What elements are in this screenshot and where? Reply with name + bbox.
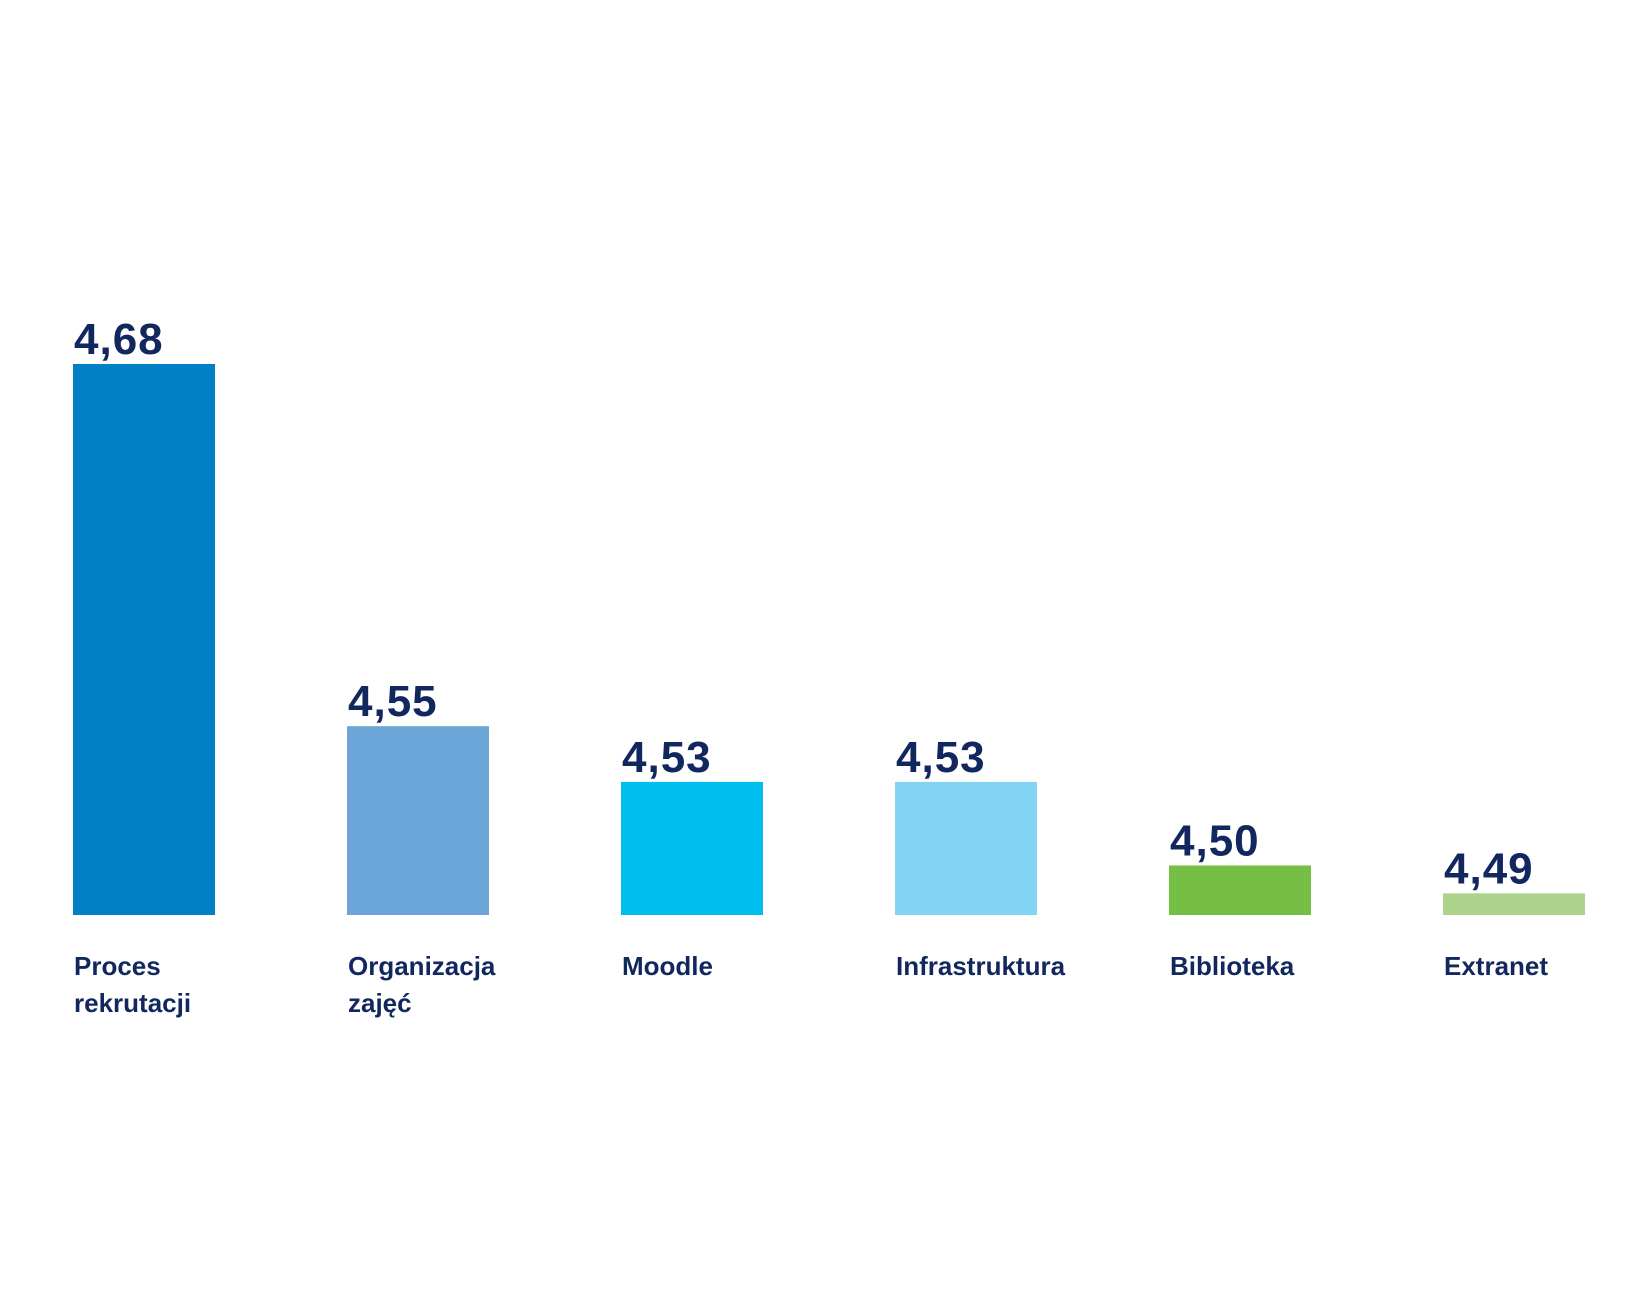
category-label-2-line-1: Organizacja xyxy=(348,951,496,981)
value-label-6: 4,49 xyxy=(1444,844,1534,893)
bar-1 xyxy=(73,364,215,915)
category-label-4-line-1: Infrastruktura xyxy=(896,951,1066,981)
category-label-5-line-1: Biblioteka xyxy=(1170,951,1295,981)
category-label-1-line-1: Proces xyxy=(74,951,161,981)
category-label-6-line-1: Extranet xyxy=(1444,951,1548,981)
bar-3 xyxy=(621,781,763,915)
value-label-4: 4,53 xyxy=(896,733,986,782)
category-label-2: Organizacja zajęć xyxy=(348,951,496,1018)
category-label-4: Infrastruktura xyxy=(896,951,1066,981)
category-label-3-line-1: Moodle xyxy=(622,951,713,981)
value-label-1: 4,68 xyxy=(74,315,164,364)
bar-2 xyxy=(347,726,489,915)
category-label-2-line-2: zajęć xyxy=(348,988,412,1018)
category-label-5: Biblioteka xyxy=(1170,951,1295,981)
value-label-3: 4,53 xyxy=(622,733,712,782)
category-label-3: Moodle xyxy=(622,951,713,981)
category-label-1-line-2: rekrutacji xyxy=(74,988,191,1018)
category-label-1: Proces rekrutacji xyxy=(74,951,191,1018)
value-label-5: 4,50 xyxy=(1170,816,1260,865)
category-label-6: Extranet xyxy=(1444,951,1548,981)
bar-4 xyxy=(895,781,1037,915)
bar-6 xyxy=(1443,893,1585,915)
value-label-2: 4,55 xyxy=(348,677,438,726)
bar-5 xyxy=(1169,865,1311,915)
